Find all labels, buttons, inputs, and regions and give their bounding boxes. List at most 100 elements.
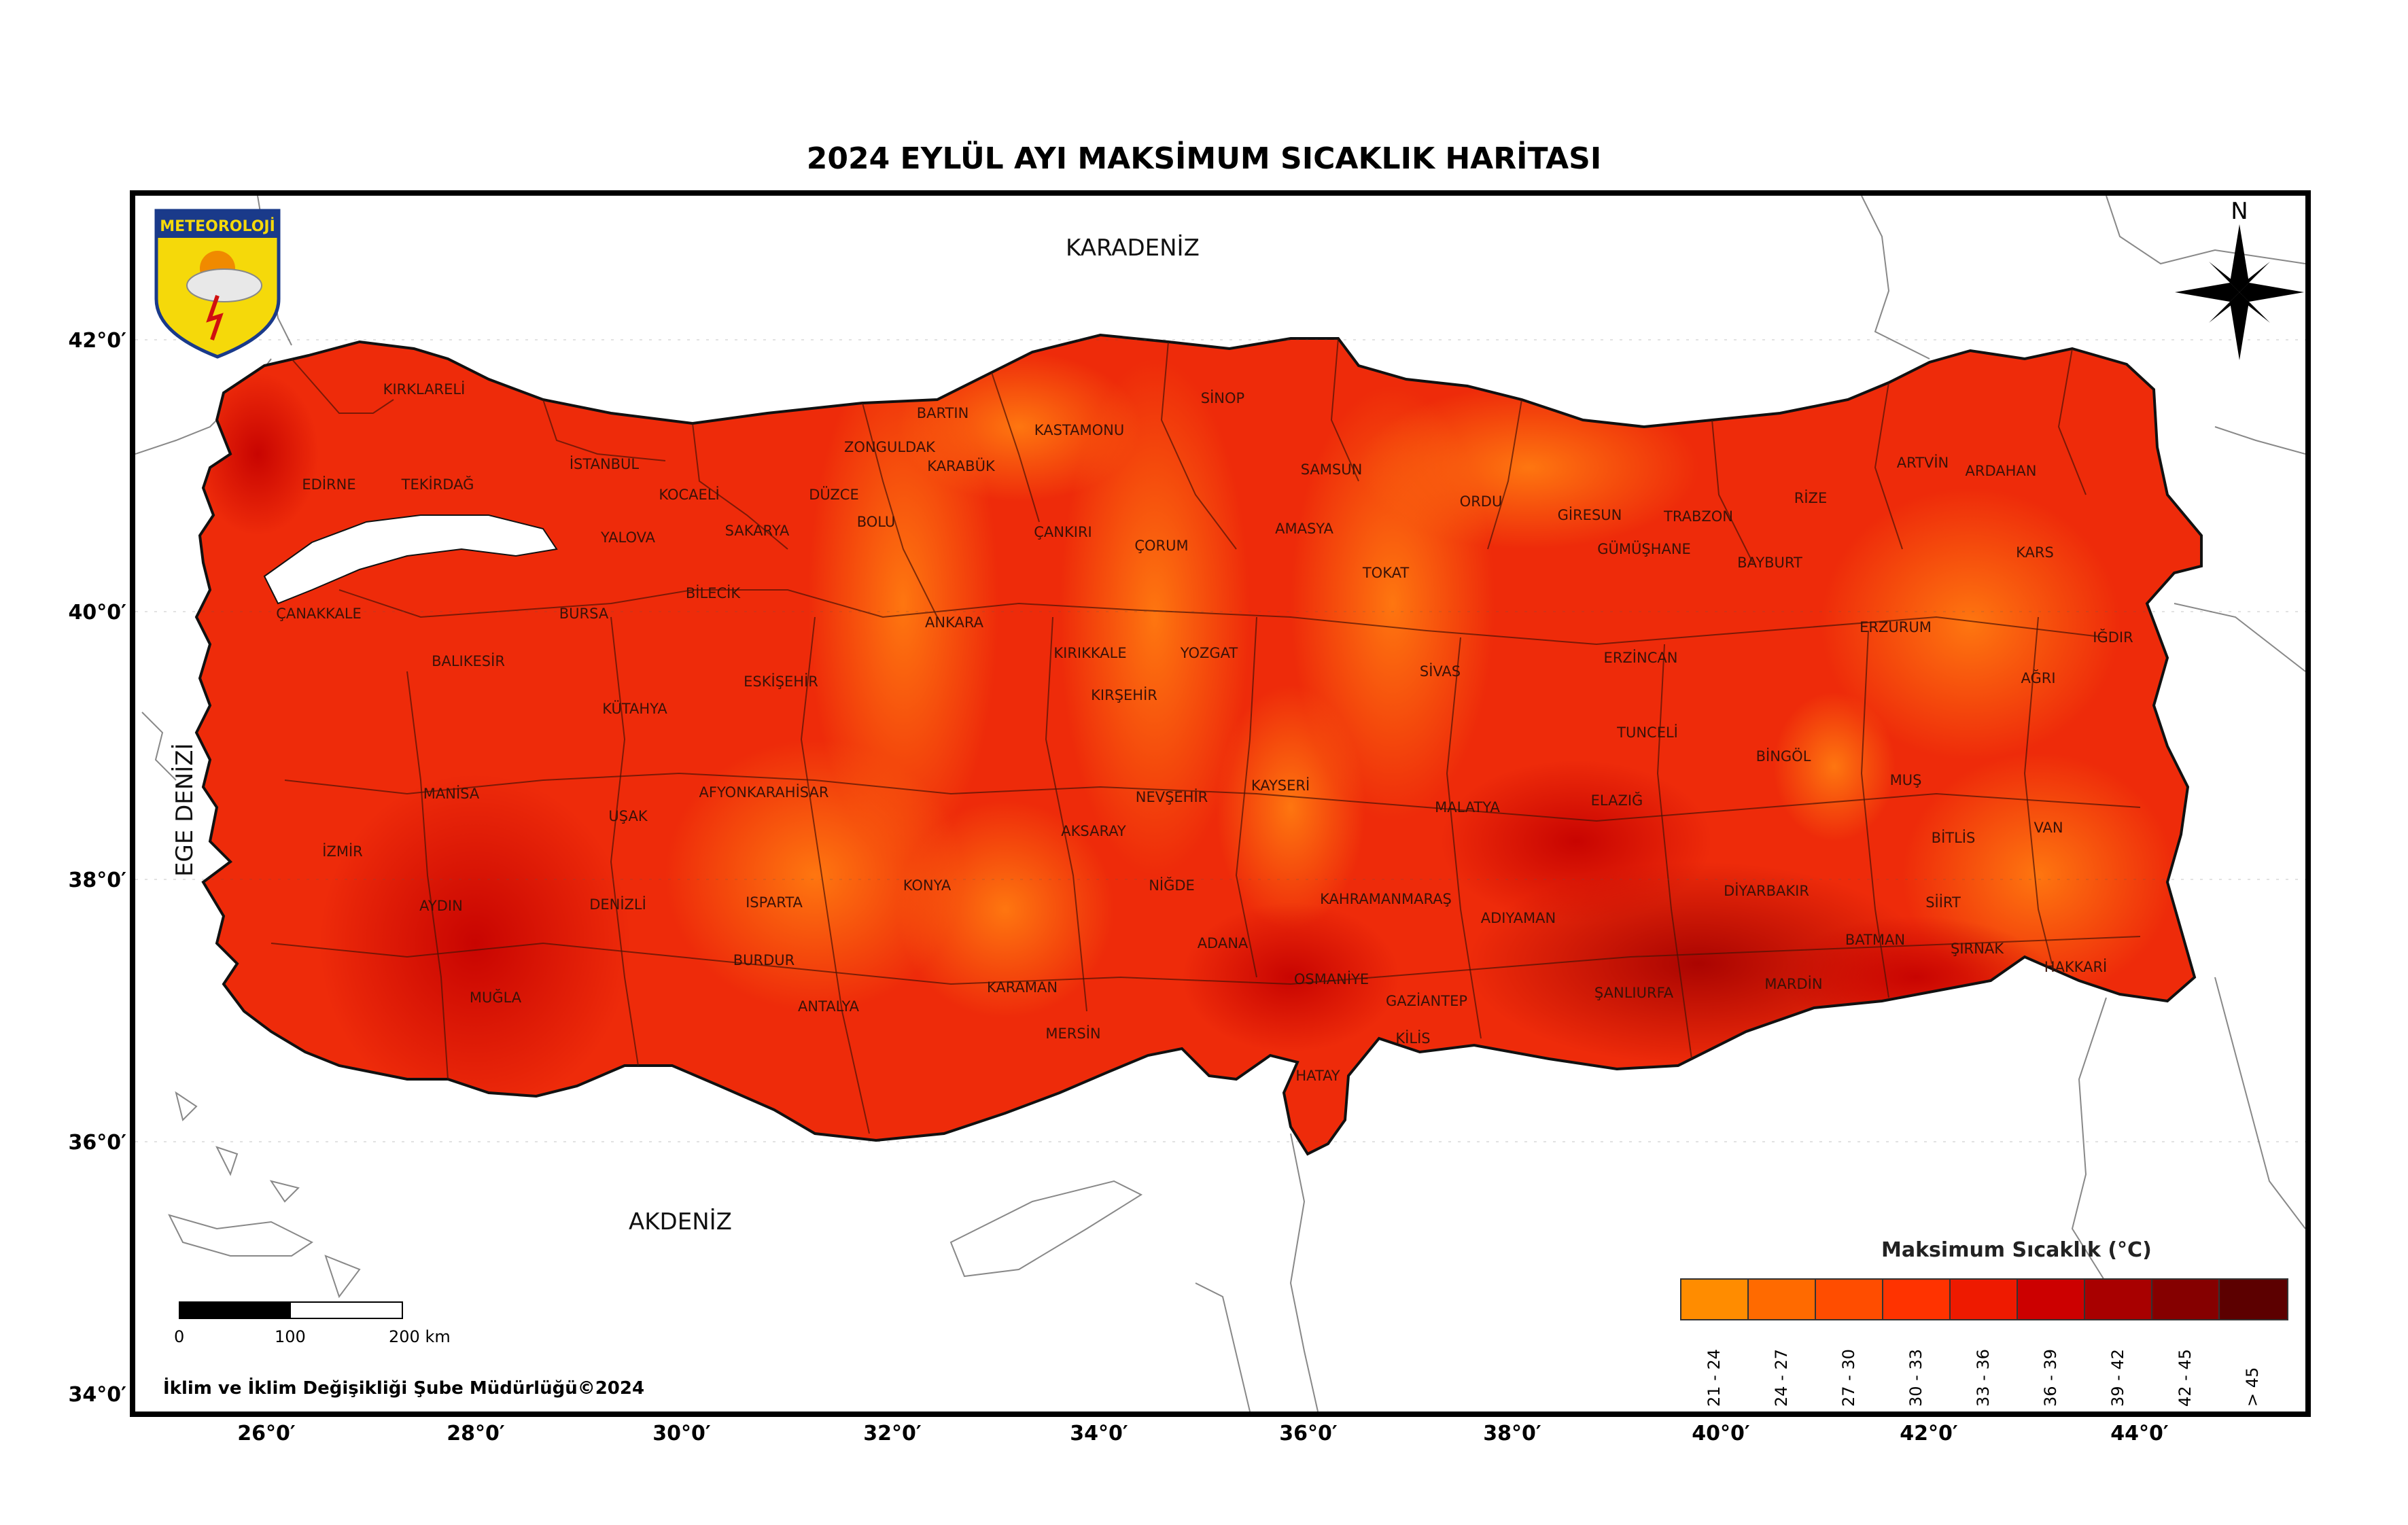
meteoroloji-logo: METEOROLOJİ [150,204,285,360]
province-label: BİTLİS [1931,830,1976,846]
province-label: ARTVİN [1896,455,1949,471]
province-label: TEKİRDAĞ [401,476,474,493]
legend-swatch [1883,1280,1951,1319]
province-label: YOZGAT [1180,645,1238,661]
longitude-label: 34°0′ [1070,1422,1128,1445]
province-label: KARS [2016,544,2054,561]
province-label: KÜTAHYA [602,701,667,717]
province-label: ERZİNCAN [1603,650,1678,666]
longitude-label: 32°0′ [863,1422,922,1445]
logo-text: METEOROLOJİ [160,217,275,235]
province-label: KAHRAMANMARAŞ [1320,891,1452,907]
province-label: MALATYA [1435,799,1500,816]
neighbour-coastlines [135,196,2305,1412]
province-label: KONYA [903,877,952,894]
scale-label-100: 100 [275,1327,306,1346]
province-label: AYDIN [419,898,463,914]
legend-class-label: 42 - 45 [2176,1349,2195,1407]
province-label: MANİSA [423,786,480,802]
latitude-label-42: 42°0′ [68,329,126,353]
province-label: NEVŞEHİR [1135,789,1208,805]
province-label: ELAZIĞ [1590,792,1643,809]
map-canvas [135,196,2305,1412]
province-label: KOCAELİ [659,487,720,503]
province-label: TOKAT [1362,565,1410,581]
province-label: EDİRNE [302,476,356,493]
province-label: AĞRI [2021,670,2056,686]
province-label: TUNCELİ [1617,724,1678,741]
latitude-label-38: 38°0′ [68,869,126,892]
province-label: ÇANAKKALE [276,606,362,622]
province-label: HAKKARİ [2044,959,2108,975]
turkey-outline [194,333,2203,1156]
province-label: ŞANLIURFA [1594,985,1674,1001]
province-label: AFYONKARAHİSAR [699,784,829,801]
north-arrow-icon: N [2171,197,2307,360]
province-label: KIRKLARELİ [383,381,466,398]
province-label: RİZE [1794,490,1828,506]
province-label: ESKİŞEHİR [744,673,818,690]
province-label: VAN [2034,820,2063,836]
province-label: DÜZCE [809,487,859,503]
province-label: TRABZON [1664,508,1733,525]
province-label: BOLU [856,514,896,530]
province-label: KIRŞEHİR [1091,687,1157,703]
province-label: MUŞ [1889,772,1922,788]
legend-swatch [1951,1280,2018,1319]
province-label: BİNGÖL [1756,748,1811,765]
province-label: İSTANBUL [569,456,640,472]
province-label: BİLECİK [685,585,741,601]
legend-swatch [1749,1280,1816,1319]
legend-swatch [2152,1280,2220,1319]
legend-class-label: 21 - 24 [1705,1349,1724,1407]
province-label: SAKARYA [725,523,790,539]
province-label: BATMAN [1845,932,1906,948]
legend-title: Maksimum Sıcaklık (°C) [1881,1238,2152,1262]
scale-label-0: 0 [174,1327,185,1346]
legend-swatch [2018,1280,2085,1319]
latitude-label-40: 40°0′ [68,601,126,625]
province-label: GÜMÜŞHANE [1597,541,1691,557]
province-label: NİĞDE [1149,877,1195,894]
province-label: SİVAS [1419,663,1461,680]
province-label: AMASYA [1275,521,1333,537]
province-label: KIRIKKALE [1053,645,1127,661]
province-label: MUĞLA [469,989,522,1006]
sea-label-ege-denizi: EGE DENİZİ [171,743,198,877]
map-title: 2024 EYLÜL AYI MAKSİMUM SICAKLIK HARİTAS… [806,141,1602,176]
province-label: YALOVA [600,529,656,546]
province-label: UŞAK [608,808,648,824]
province-label: ZONGULDAK [844,439,935,455]
province-label: HATAY [1295,1068,1340,1084]
province-label: ANTALYA [797,998,860,1015]
province-label: ŞIRNAK [1951,941,2004,957]
province-label: BURSA [559,606,609,622]
province-label: ORDU [1459,493,1503,510]
province-label: ÇANKIRI [1034,524,1092,540]
province-label: ISPARTA [746,894,803,911]
province-label: BALIKESİR [432,653,505,669]
longitude-label: 26°0′ [237,1422,296,1445]
longitude-label: 38°0′ [1483,1422,1541,1445]
province-borders [271,338,2141,1134]
sea-label-akdeniz: AKDENİZ [629,1208,732,1235]
province-label: ÇORUM [1134,538,1189,554]
province-label: SAMSUN [1300,461,1363,478]
province-label: GİRESUN [1557,507,1622,523]
legend-class-label: 36 - 39 [2041,1349,2060,1407]
province-label: ADIYAMAN [1480,910,1556,926]
legend-class-label: 33 - 36 [1974,1349,1993,1407]
legend-class-label: 27 - 30 [1839,1349,1858,1407]
province-label: ERZURUM [1860,619,1932,635]
province-label: GAZİANTEP [1385,993,1468,1009]
longitude-label: 42°0′ [1900,1422,1958,1445]
longitude-label: 40°0′ [1692,1422,1750,1445]
longitude-label: 44°0′ [2110,1422,2169,1445]
province-label: BAYBURT [1737,555,1802,571]
province-label: IĞDIR [2093,629,2133,646]
map-frame: KIRKLARELİ EDİRNE TEKİRDAĞ İSTANBUL KOCAELİ Y… [130,190,2311,1417]
legend-class-label: 24 - 27 [1772,1349,1791,1407]
legend-swatch [1681,1280,1749,1319]
legend-class-label: 39 - 42 [2108,1349,2127,1407]
province-label: KİLİS [1395,1030,1431,1047]
